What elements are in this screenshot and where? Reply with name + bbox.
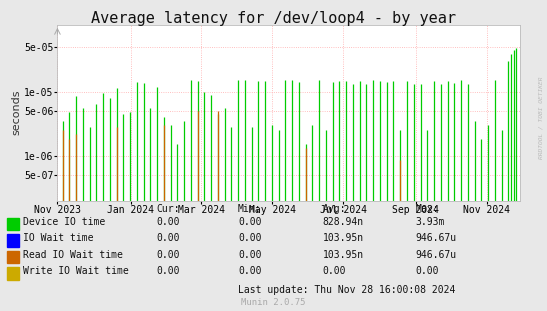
Text: Read IO Wait time: Read IO Wait time: [23, 249, 123, 259]
Text: Last update: Thu Nov 28 16:00:08 2024: Last update: Thu Nov 28 16:00:08 2024: [238, 285, 455, 295]
Text: 0.00: 0.00: [156, 249, 179, 259]
Text: 946.67u: 946.67u: [416, 249, 457, 259]
Text: 946.67u: 946.67u: [416, 233, 457, 243]
Text: 0.00: 0.00: [156, 233, 179, 243]
Text: 3.93m: 3.93m: [416, 216, 445, 226]
Text: 0.00: 0.00: [238, 266, 261, 276]
Text: Avg:: Avg:: [323, 204, 346, 214]
Text: 103.95n: 103.95n: [323, 233, 364, 243]
Text: 828.94n: 828.94n: [323, 216, 364, 226]
Text: 0.00: 0.00: [238, 233, 261, 243]
Text: 0.00: 0.00: [416, 266, 439, 276]
Text: Cur:: Cur:: [156, 204, 179, 214]
Text: Max:: Max:: [416, 204, 439, 214]
Text: Min:: Min:: [238, 204, 261, 214]
Text: IO Wait time: IO Wait time: [23, 233, 94, 243]
Text: 0.00: 0.00: [238, 216, 261, 226]
Text: RRDTOOL / TOBI OETIKER: RRDTOOL / TOBI OETIKER: [538, 77, 543, 160]
Text: 0.00: 0.00: [238, 249, 261, 259]
Text: 0.00: 0.00: [156, 266, 179, 276]
Text: Average latency for /dev/loop4 - by year: Average latency for /dev/loop4 - by year: [91, 11, 456, 26]
Text: 0.00: 0.00: [323, 266, 346, 276]
Text: Write IO Wait time: Write IO Wait time: [23, 266, 129, 276]
Text: Device IO time: Device IO time: [23, 216, 105, 226]
Text: Munin 2.0.75: Munin 2.0.75: [241, 298, 306, 307]
Y-axis label: seconds: seconds: [11, 90, 21, 136]
Text: 103.95n: 103.95n: [323, 249, 364, 259]
Text: 0.00: 0.00: [156, 216, 179, 226]
